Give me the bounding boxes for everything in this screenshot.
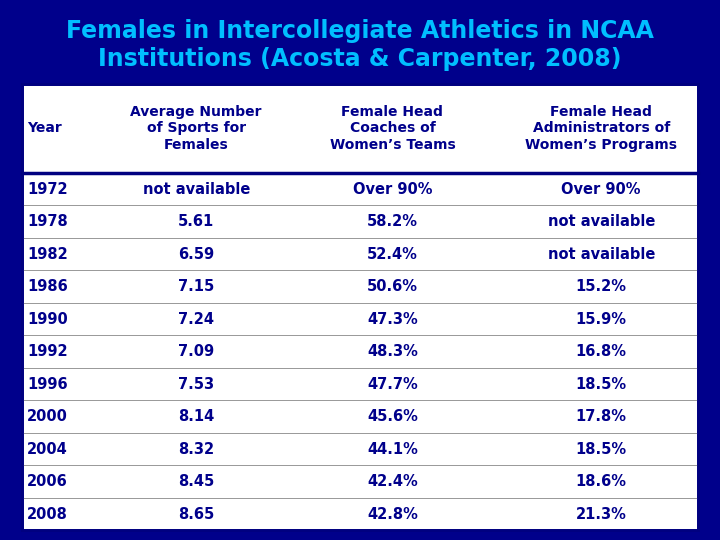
Text: 47.3%: 47.3%: [367, 312, 418, 327]
Text: not available: not available: [143, 182, 250, 197]
Text: 8.32: 8.32: [178, 442, 215, 457]
Text: Over 90%: Over 90%: [353, 182, 432, 197]
Text: 1986: 1986: [27, 279, 68, 294]
Text: 15.2%: 15.2%: [576, 279, 626, 294]
Text: 7.24: 7.24: [179, 312, 215, 327]
Text: 8.14: 8.14: [178, 409, 215, 424]
Text: 16.8%: 16.8%: [576, 344, 626, 359]
Text: 7.09: 7.09: [178, 344, 215, 359]
Text: 17.8%: 17.8%: [576, 409, 626, 424]
Text: 15.9%: 15.9%: [576, 312, 626, 327]
Text: 2008: 2008: [27, 507, 68, 522]
Text: Female Head
Administrators of
Women’s Programs: Female Head Administrators of Women’s Pr…: [525, 105, 678, 152]
Text: 18.6%: 18.6%: [576, 474, 626, 489]
Text: 8.45: 8.45: [178, 474, 215, 489]
Text: 44.1%: 44.1%: [367, 442, 418, 457]
Text: 47.7%: 47.7%: [367, 376, 418, 392]
Text: 5.61: 5.61: [178, 214, 215, 230]
Text: 48.3%: 48.3%: [367, 344, 418, 359]
Text: Females in Intercollegiate Athletics in NCAA
Institutions (Acosta & Carpenter, 2: Females in Intercollegiate Athletics in …: [66, 19, 654, 71]
Text: 18.5%: 18.5%: [575, 376, 627, 392]
Text: 18.5%: 18.5%: [575, 442, 627, 457]
Text: 2006: 2006: [27, 474, 68, 489]
Text: 42.8%: 42.8%: [367, 507, 418, 522]
Text: 1990: 1990: [27, 312, 68, 327]
Text: 8.65: 8.65: [178, 507, 215, 522]
Text: 6.59: 6.59: [178, 247, 215, 262]
Text: Average Number
of Sports for
Females: Average Number of Sports for Females: [130, 105, 262, 152]
Text: Year: Year: [27, 122, 62, 136]
Text: 1982: 1982: [27, 247, 68, 262]
Text: Over 90%: Over 90%: [562, 182, 641, 197]
Text: 58.2%: 58.2%: [367, 214, 418, 230]
Text: 7.15: 7.15: [178, 279, 215, 294]
Text: 1978: 1978: [27, 214, 68, 230]
Text: 1972: 1972: [27, 182, 68, 197]
Text: 1996: 1996: [27, 376, 68, 392]
Text: not available: not available: [547, 214, 655, 230]
Text: 21.3%: 21.3%: [576, 507, 626, 522]
FancyBboxPatch shape: [22, 84, 698, 530]
Text: 7.53: 7.53: [178, 376, 215, 392]
Text: not available: not available: [547, 247, 655, 262]
Text: 52.4%: 52.4%: [367, 247, 418, 262]
Text: 45.6%: 45.6%: [367, 409, 418, 424]
Text: 1992: 1992: [27, 344, 68, 359]
Text: 2004: 2004: [27, 442, 68, 457]
Text: 42.4%: 42.4%: [367, 474, 418, 489]
Text: 50.6%: 50.6%: [367, 279, 418, 294]
Text: Female Head
Coaches of
Women’s Teams: Female Head Coaches of Women’s Teams: [330, 105, 455, 152]
Text: 2000: 2000: [27, 409, 68, 424]
